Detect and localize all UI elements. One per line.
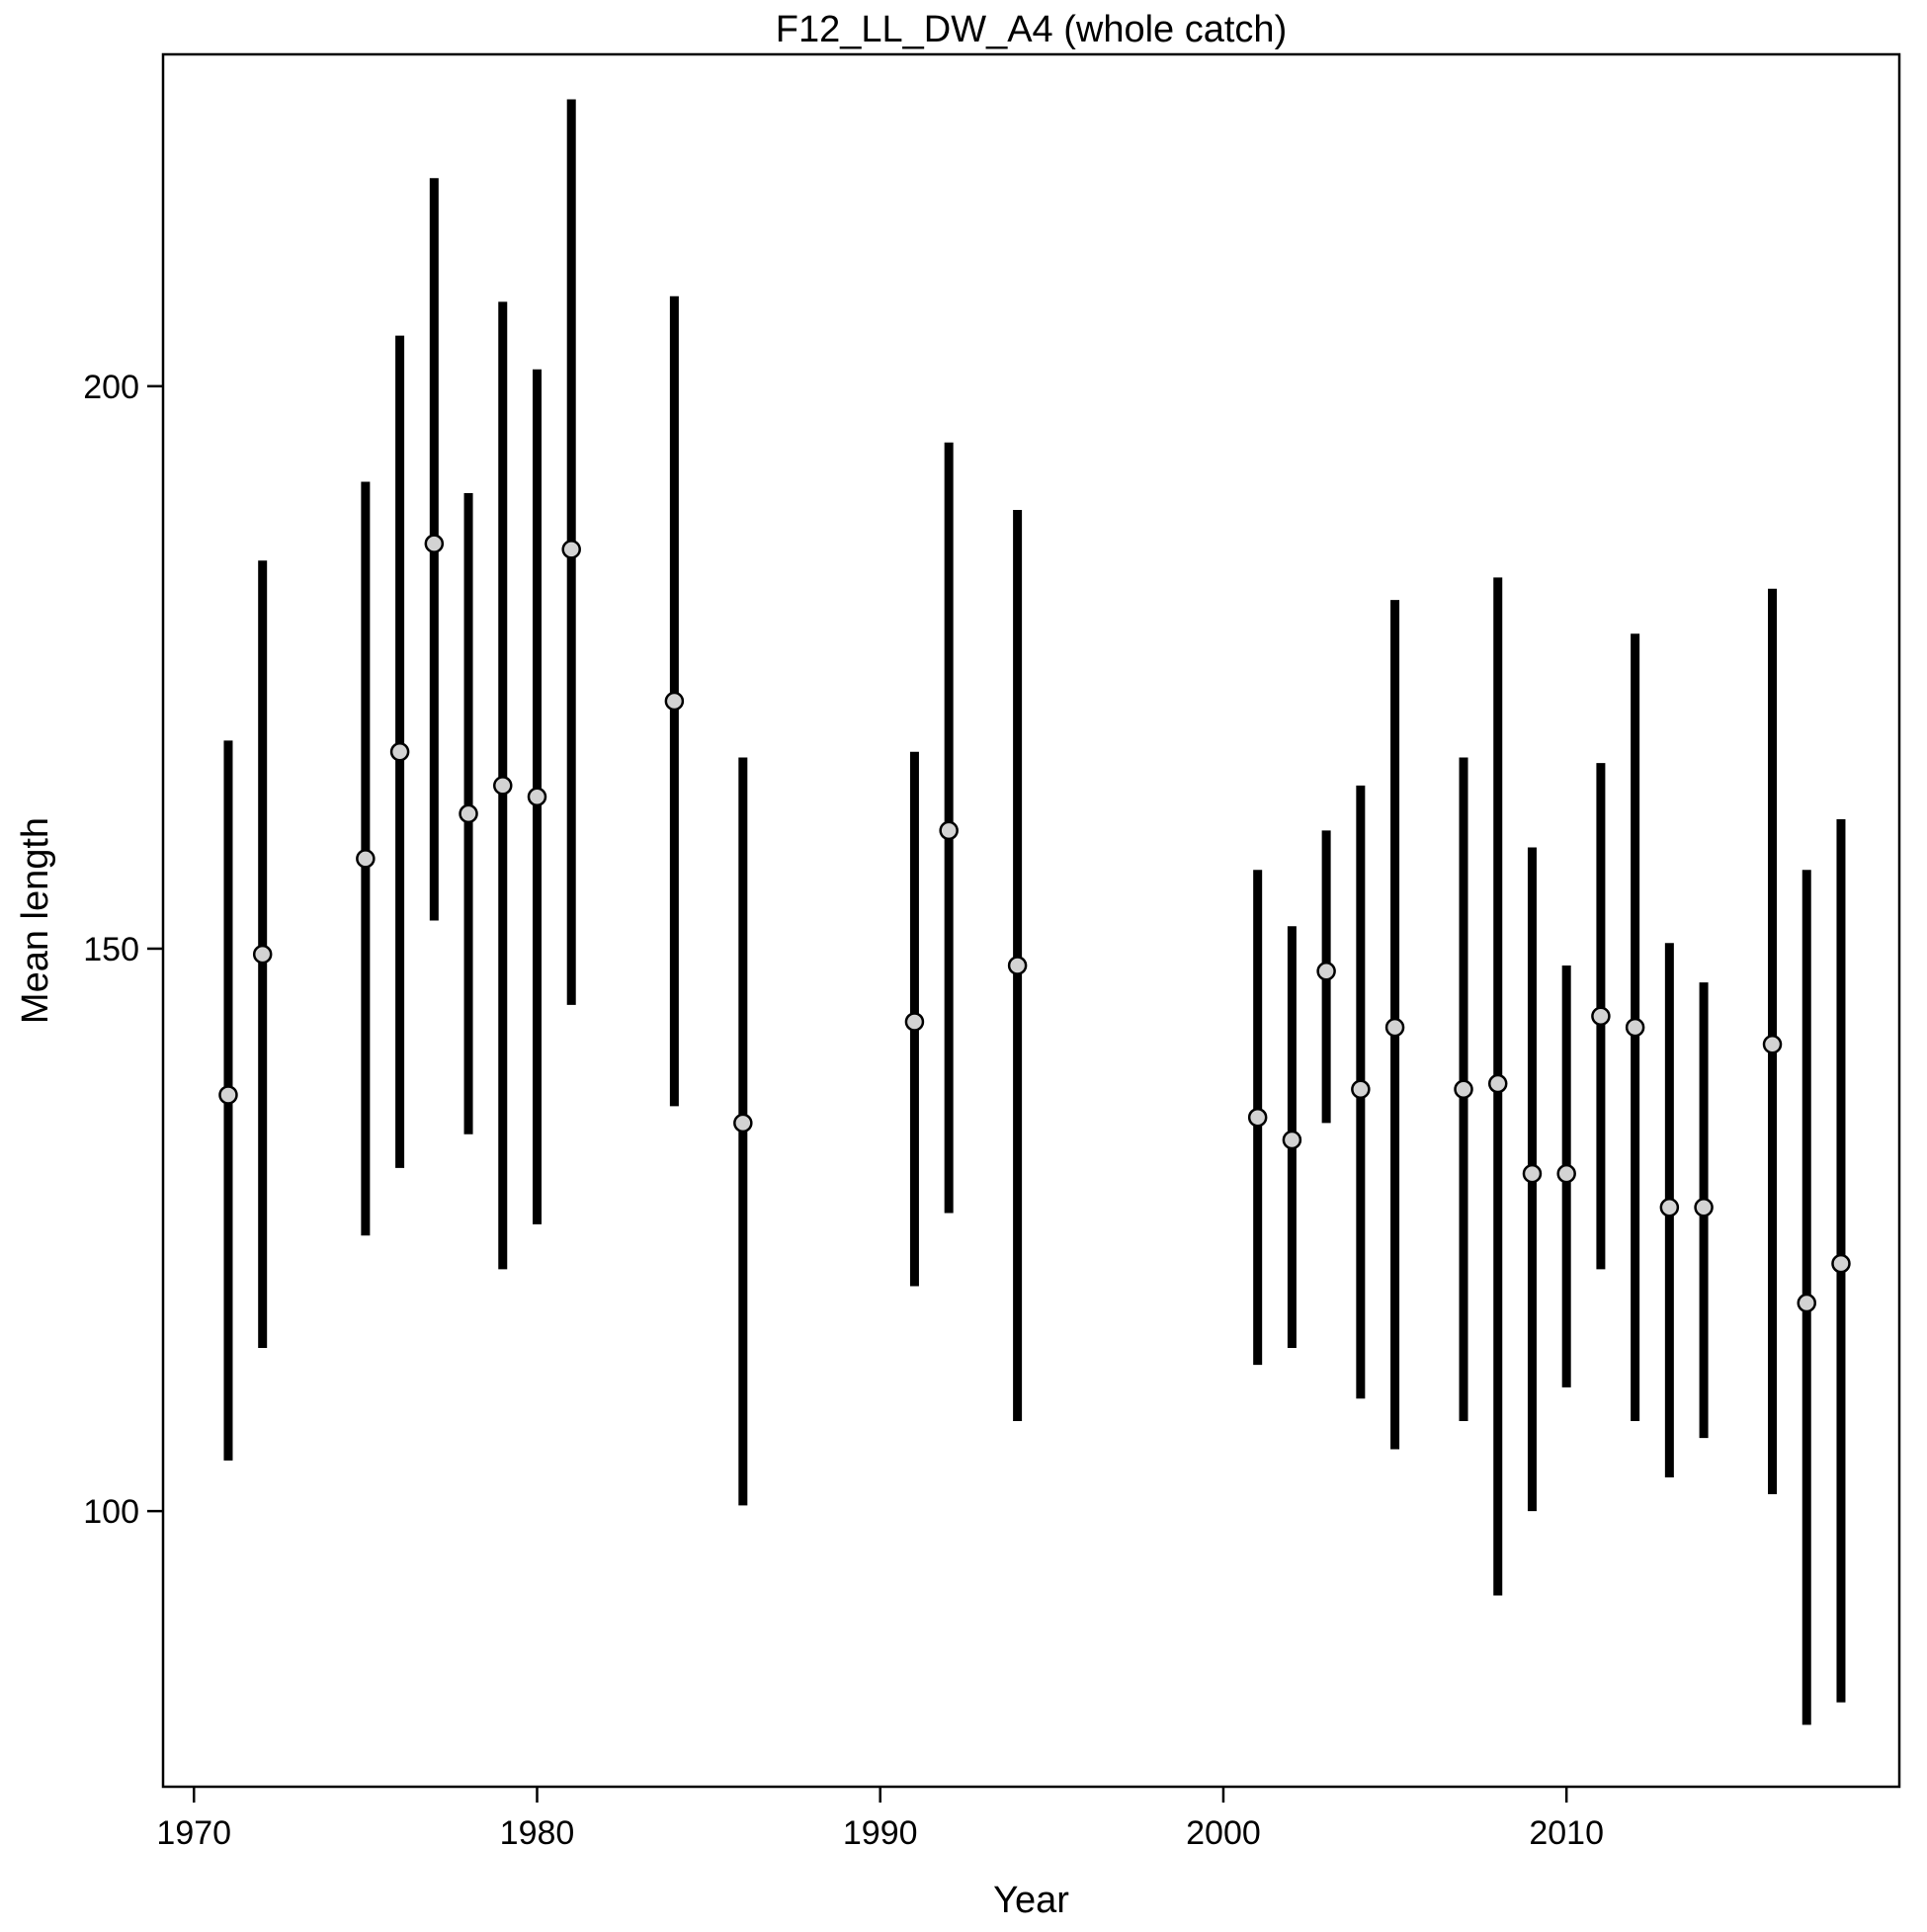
mean-point-2017 xyxy=(1797,1293,1816,1313)
y-tick-label: 100 xyxy=(83,1493,139,1531)
mean-point-2018 xyxy=(1831,1253,1851,1274)
y-axis: 100 150 200 xyxy=(83,369,163,1531)
x-axis-title: Year xyxy=(993,1880,1069,1921)
mean-point-2003 xyxy=(1316,961,1336,981)
x-tick-label: 1990 xyxy=(843,1814,918,1852)
mean-point-1992 xyxy=(939,820,959,841)
mean-point-1980 xyxy=(527,787,547,807)
mean-point-1976 xyxy=(389,742,410,762)
x-tick-label: 2010 xyxy=(1529,1814,1604,1852)
mean-point-1994 xyxy=(1007,956,1028,975)
mean-point-1986 xyxy=(733,1113,753,1134)
mean-point-1971 xyxy=(218,1085,238,1105)
mean-point-2013 xyxy=(1659,1198,1680,1218)
mean-point-1981 xyxy=(561,540,581,559)
mean-point-2011 xyxy=(1591,1006,1611,1027)
chart-title: F12_LL_DW_A4 (whole catch) xyxy=(776,9,1287,50)
mean-point-2002 xyxy=(1282,1130,1302,1150)
mean-point-1975 xyxy=(356,849,376,869)
mean-point-1977 xyxy=(424,534,445,553)
x-tick-label: 2000 xyxy=(1186,1814,1261,1852)
plot-frame xyxy=(161,52,1901,1789)
mean-point-1984 xyxy=(664,691,685,712)
y-tick-label: 200 xyxy=(83,369,139,406)
mean-point-1978 xyxy=(459,803,478,824)
mean-point-1991 xyxy=(904,1012,925,1032)
data-marks xyxy=(218,99,1851,1725)
y-axis-title: Mean length xyxy=(15,817,56,1024)
mean-point-2008 xyxy=(1487,1073,1508,1094)
mean-point-2005 xyxy=(1384,1017,1405,1038)
mean-point-2009 xyxy=(1522,1163,1543,1184)
mean-point-1972 xyxy=(252,944,273,965)
x-tick-label: 1970 xyxy=(156,1814,231,1852)
mean-point-2016 xyxy=(1762,1034,1783,1054)
x-tick-label: 1980 xyxy=(500,1814,575,1852)
x-axis: 1970 1980 1990 2000 2010 xyxy=(156,1787,1604,1852)
y-tick-label: 150 xyxy=(83,931,139,968)
mean-point-2010 xyxy=(1556,1163,1576,1184)
mean-point-2001 xyxy=(1247,1107,1268,1128)
mean-point-2004 xyxy=(1351,1079,1371,1099)
mean-point-1979 xyxy=(493,776,513,796)
mean-point-2012 xyxy=(1625,1017,1645,1038)
mean-point-2014 xyxy=(1694,1198,1714,1218)
mean-point-2007 xyxy=(1454,1079,1473,1099)
